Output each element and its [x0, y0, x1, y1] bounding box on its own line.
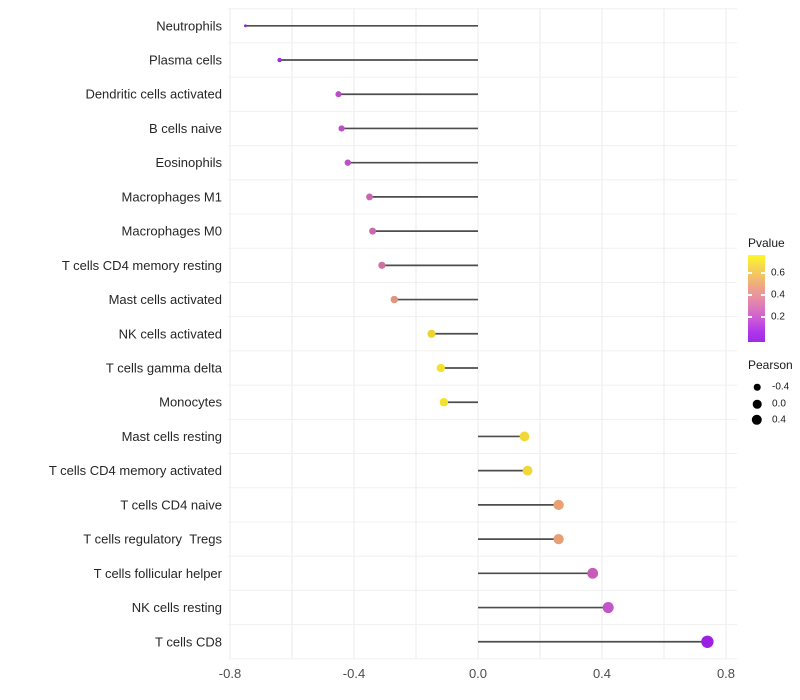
pvalue-gradient-tick [748, 316, 752, 318]
pvalue-legend-tick-label: 0.6 [771, 267, 785, 279]
lollipop-dot [338, 125, 345, 132]
x-axis-tick-label: -0.4 [343, 666, 365, 681]
lollipop-dot [602, 602, 614, 614]
category-label: Plasma cells [149, 53, 222, 68]
category-label: Monocytes [159, 395, 222, 410]
lollipop-dot [587, 567, 599, 579]
x-axis-tick-label: 0.0 [469, 666, 487, 681]
pearson-legend-dot [752, 399, 762, 409]
x-axis-tick-label: 0.4 [593, 666, 611, 681]
category-label: Eosinophils [156, 155, 223, 170]
lollipop-dot [369, 227, 377, 235]
pvalue-gradient-tick [761, 316, 765, 318]
pvalue-gradient-tick [761, 294, 765, 296]
lollipop-dot [366, 193, 373, 201]
category-label: T cells CD4 memory activated [49, 463, 222, 478]
category-label: T cells gamma delta [106, 361, 223, 376]
lollipop-dot [522, 465, 533, 476]
lollipop-dot [344, 159, 351, 166]
category-label: Macrophages M0 [122, 224, 222, 239]
pvalue-gradient-bar [748, 255, 765, 342]
pvalue-gradient-tick [761, 272, 765, 274]
category-label: B cells naive [149, 121, 222, 136]
category-label: T cells follicular helper [94, 566, 223, 581]
category-label: T cells regulatory Tregs [83, 532, 222, 547]
pvalue-gradient-tick [748, 272, 752, 274]
pearson-legend-label: -0.4 [772, 381, 790, 393]
lollipop-dot [519, 431, 530, 442]
category-label: Mast cells activated [109, 292, 222, 307]
category-label: T cells CD4 naive [120, 497, 222, 512]
x-axis-tick-label: 0.8 [717, 666, 735, 681]
pvalue-gradient-tick [748, 294, 752, 296]
lollipop-dot [335, 91, 342, 98]
lollipop-dot [427, 329, 436, 338]
pvalue-legend-tick-label: 0.4 [771, 289, 785, 301]
lollipop-dot [701, 635, 714, 648]
lollipop-dot [553, 533, 564, 545]
pearson-legend-dot [751, 414, 763, 426]
category-label: NK cells resting [132, 600, 222, 615]
pearson-legend-dot [753, 383, 761, 391]
lollipop-dot [277, 57, 282, 63]
category-label: Mast cells resting [122, 429, 222, 444]
category-label: T cells CD4 memory resting [62, 258, 222, 273]
lollipop-dot [553, 499, 564, 511]
lollipop-dot [390, 295, 399, 304]
category-label: T cells CD8 [155, 634, 222, 649]
lollipop-dot [436, 363, 445, 373]
pearson-legend-label: 0.4 [772, 414, 786, 426]
lollipop-dot [439, 398, 449, 407]
lollipop-dot [244, 24, 247, 28]
x-axis-tick-label: -0.8 [219, 666, 241, 681]
pvalue-legend-title: Pvalue [748, 236, 785, 250]
category-label: Macrophages M1 [122, 189, 222, 204]
pearson-legend-title: Pearson [748, 358, 793, 372]
category-label: NK cells activated [119, 326, 222, 341]
category-label: Dendritic cells activated [85, 87, 222, 102]
pvalue-legend-tick-label: 0.2 [771, 311, 785, 323]
lollipop-dot [378, 261, 386, 269]
pearson-legend-label: 0.0 [772, 398, 786, 410]
category-label: Neutrophils [156, 18, 222, 33]
